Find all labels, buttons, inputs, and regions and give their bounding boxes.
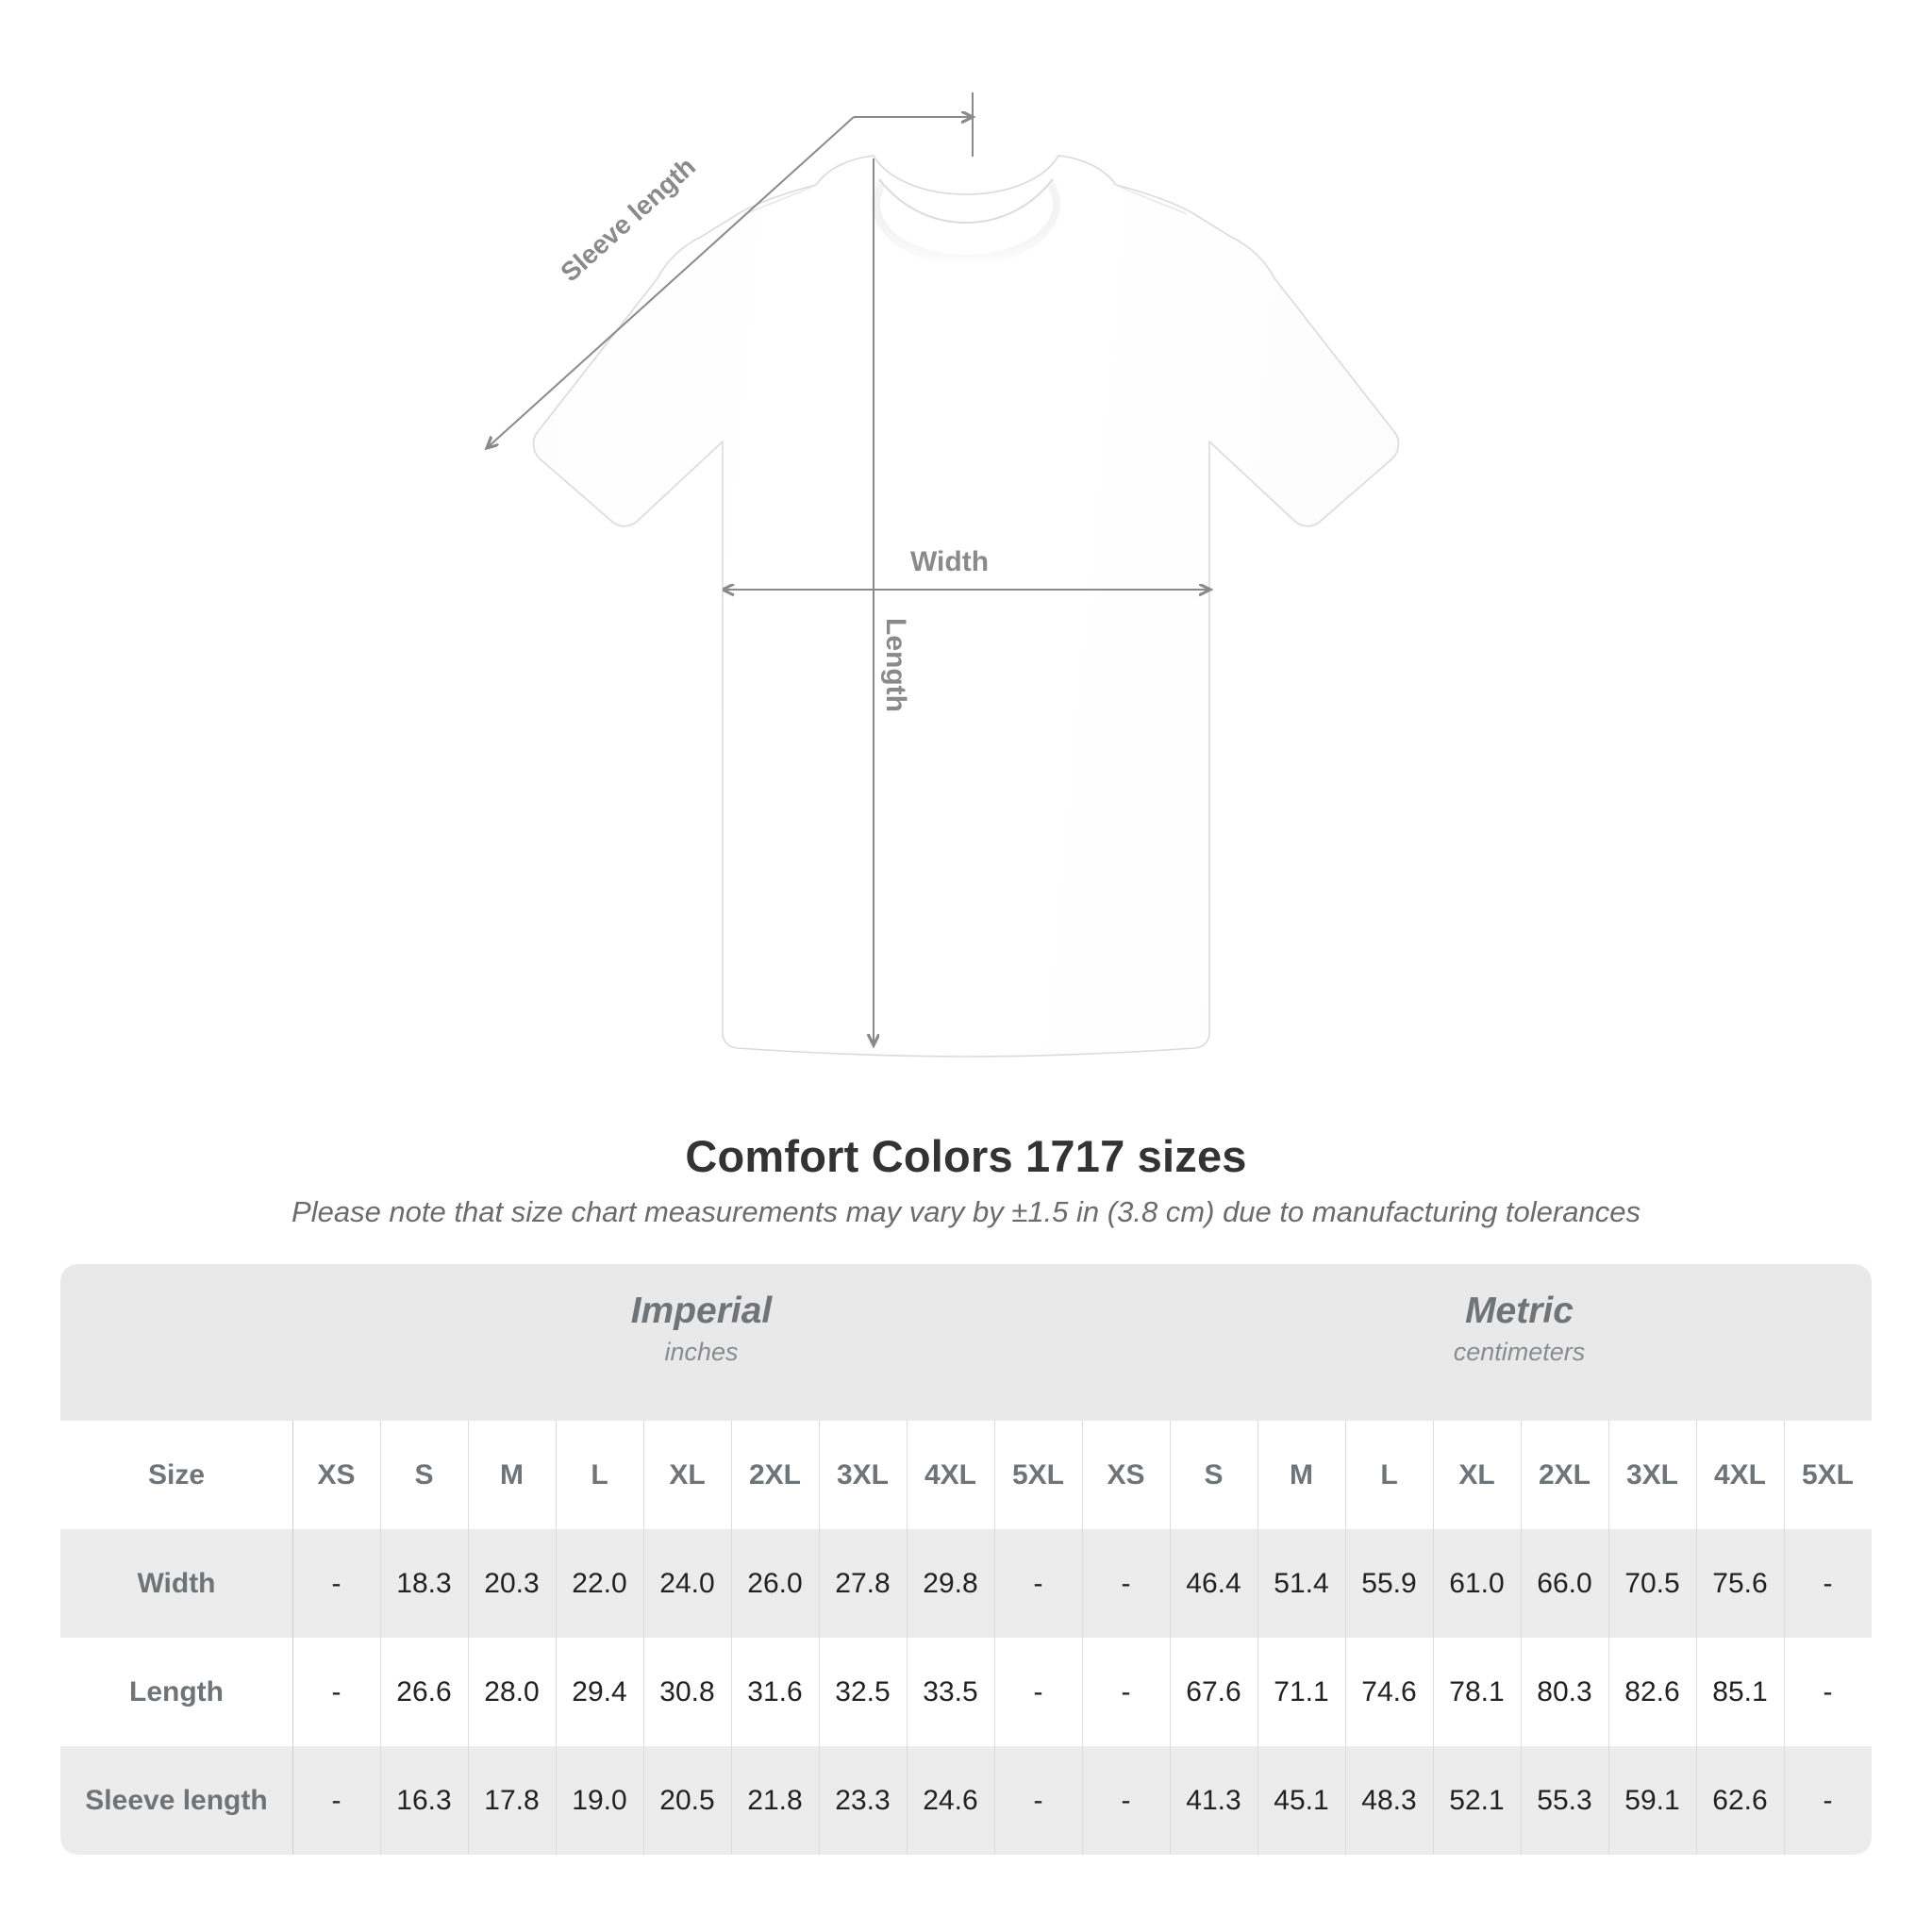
- svg-text:Width: Width: [910, 546, 989, 577]
- svg-text:Length: Length: [880, 618, 911, 712]
